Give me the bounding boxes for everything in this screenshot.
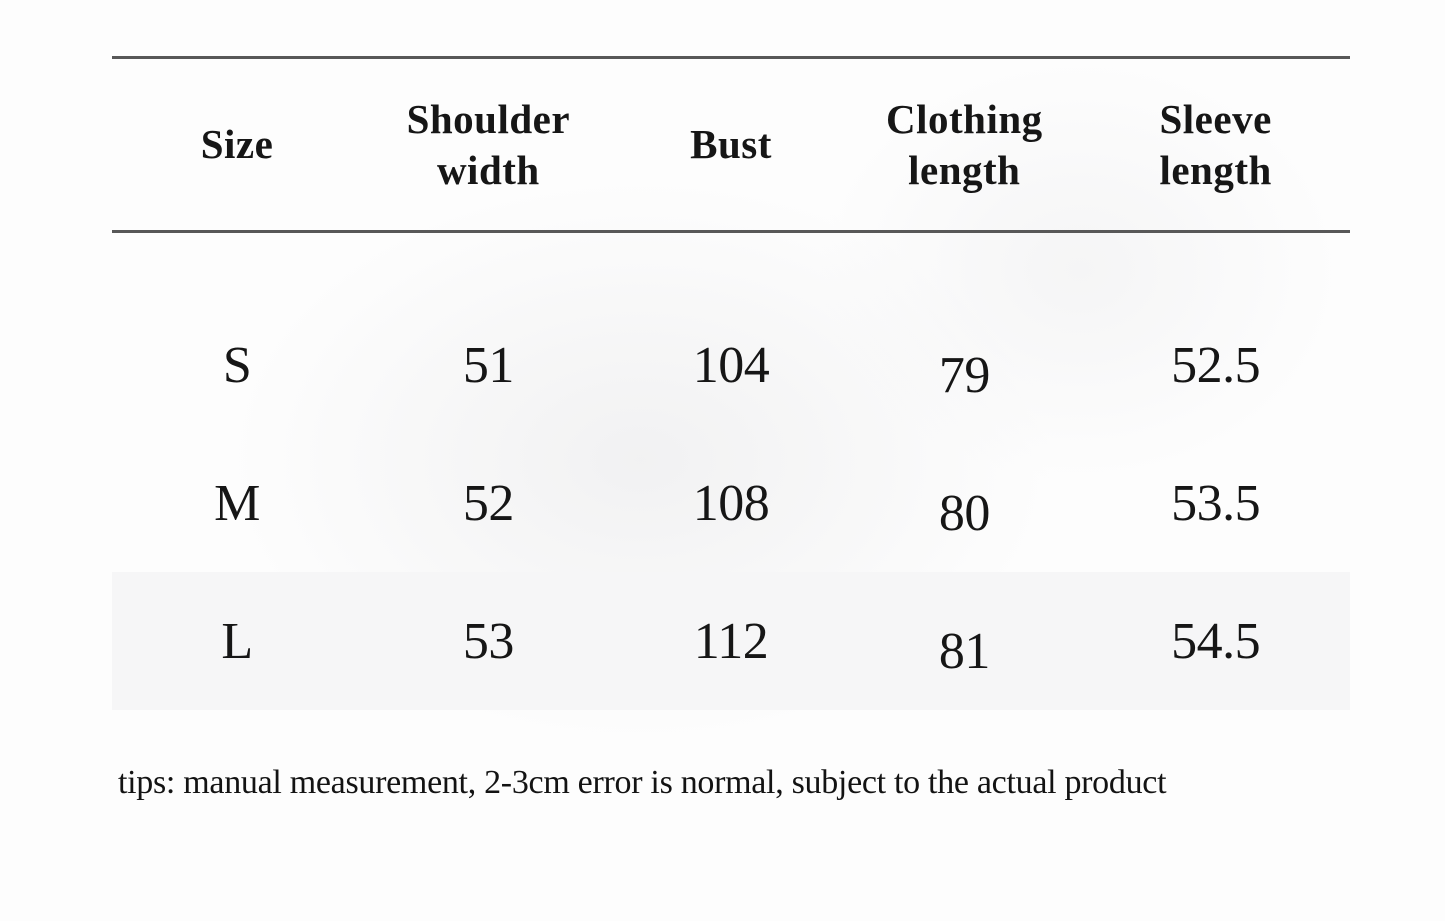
cell-clothing-length-m: 80: [938, 484, 990, 542]
cell-sleeve-length-m: 53.5: [1171, 474, 1261, 532]
cell-shoulder-width-s: 51: [462, 336, 514, 394]
cell-sleeve-length-l: 54.5: [1171, 612, 1261, 670]
table-header-row: Size Shoulder width Bust Clothing length…: [112, 59, 1350, 230]
size-chart-table: Size Shoulder width Bust Clothing length…: [112, 56, 1350, 802]
table-row-l: L 53 112 81 54.5: [112, 572, 1350, 710]
cell-bust-m: 108: [692, 474, 770, 532]
column-header-size: Size: [200, 121, 274, 168]
column-header-clothing-length: Clothing length: [886, 96, 1043, 193]
cell-size-l: L: [221, 612, 253, 670]
table-row-s: S 51 104 79 52.5: [112, 296, 1350, 434]
table-row-m: M 52 108 80 53.5: [112, 434, 1350, 572]
cell-bust-l: 112: [693, 612, 769, 670]
cell-clothing-length-s: 79: [938, 346, 990, 404]
cell-shoulder-width-m: 52: [462, 474, 514, 532]
cell-clothing-length-l: 81: [938, 622, 990, 680]
column-header-sleeve-length: Sleeve length: [1159, 96, 1272, 193]
cell-bust-s: 104: [692, 336, 770, 394]
table-header-rule: [112, 230, 1350, 233]
table-top-rule: [112, 56, 1350, 59]
column-header-bust: Bust: [690, 121, 772, 168]
cell-size-m: M: [214, 474, 260, 532]
column-header-shoulder-width: Shoulder width: [406, 96, 571, 193]
tips-note: tips: manual measurement, 2-3cm error is…: [118, 764, 1167, 801]
cell-sleeve-length-s: 52.5: [1171, 336, 1261, 394]
cell-shoulder-width-l: 53: [462, 612, 514, 670]
cell-size-s: S: [222, 336, 252, 394]
table-body: S 51 104 79 52.5 M 52 108 80 53.5 L 53 1…: [112, 233, 1350, 710]
